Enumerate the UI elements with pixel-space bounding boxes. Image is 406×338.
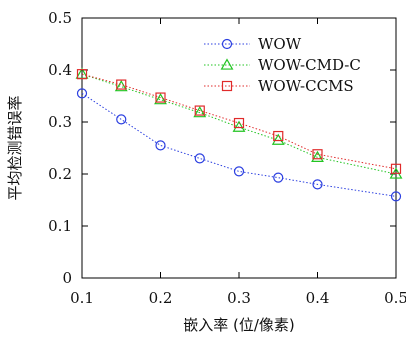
data-point <box>194 153 205 164</box>
data-point <box>76 69 88 80</box>
data-point <box>193 106 207 118</box>
legend: WOW WOW-CMD-C WOW-CCMS <box>204 35 361 95</box>
series-circle <box>76 88 402 202</box>
legend-item: WOW-CMD-C <box>204 56 361 74</box>
data-point <box>232 120 246 132</box>
data-point <box>155 140 166 151</box>
data-point <box>390 191 402 202</box>
y-tick-label: 0.2 <box>48 165 72 183</box>
data-point <box>312 179 323 190</box>
data-point <box>76 88 88 99</box>
data-point <box>390 163 402 174</box>
x-tick-label: 0.4 <box>306 289 330 307</box>
data-point <box>311 150 324 163</box>
data-point <box>116 79 127 90</box>
series-line <box>81 73 397 170</box>
data-point <box>233 117 245 129</box>
series-square <box>76 69 402 174</box>
y-tick-label: 0.1 <box>48 217 72 235</box>
data-point <box>273 172 284 183</box>
series-layer <box>75 67 403 202</box>
data-point <box>114 80 128 92</box>
x-tick-label: 0.5 <box>384 289 406 307</box>
x-tick-label: 0.3 <box>227 289 251 307</box>
series-line <box>81 73 397 175</box>
data-point <box>273 130 284 142</box>
y-axis-title: 平均检测错误率 <box>6 95 24 200</box>
data-point <box>194 105 205 116</box>
data-point <box>116 114 127 125</box>
legend-label: WOW-CCMS <box>258 77 354 95</box>
data-point <box>271 133 285 145</box>
y-tick-label: 0.4 <box>48 61 72 79</box>
data-point <box>233 166 245 177</box>
series-line <box>81 92 397 197</box>
y-tick-label: 0.5 <box>48 9 72 27</box>
y-tick-label: 0.3 <box>48 113 72 131</box>
legend-label: WOW <box>258 35 302 53</box>
data-point <box>312 149 323 160</box>
legend-marker <box>220 58 234 70</box>
x-axis-title: 嵌入率 (位/像素) <box>183 316 295 334</box>
y-tick-label: 0 <box>62 269 72 287</box>
x-axis-ticks: 0.1 0.2 0.3 0.4 0.5 <box>70 18 406 307</box>
data-point <box>155 92 166 103</box>
legend-item: WOW-CCMS <box>204 77 354 95</box>
y-axis-ticks: 0 0.1 0.2 0.3 0.4 0.5 <box>48 9 396 287</box>
legend-item: WOW <box>204 35 302 53</box>
legend-label: WOW-CMD-C <box>258 56 361 74</box>
legend-marker <box>221 80 233 92</box>
legend-marker <box>221 38 233 50</box>
x-tick-label: 0.1 <box>70 289 94 307</box>
x-tick-label: 0.2 <box>149 289 173 307</box>
